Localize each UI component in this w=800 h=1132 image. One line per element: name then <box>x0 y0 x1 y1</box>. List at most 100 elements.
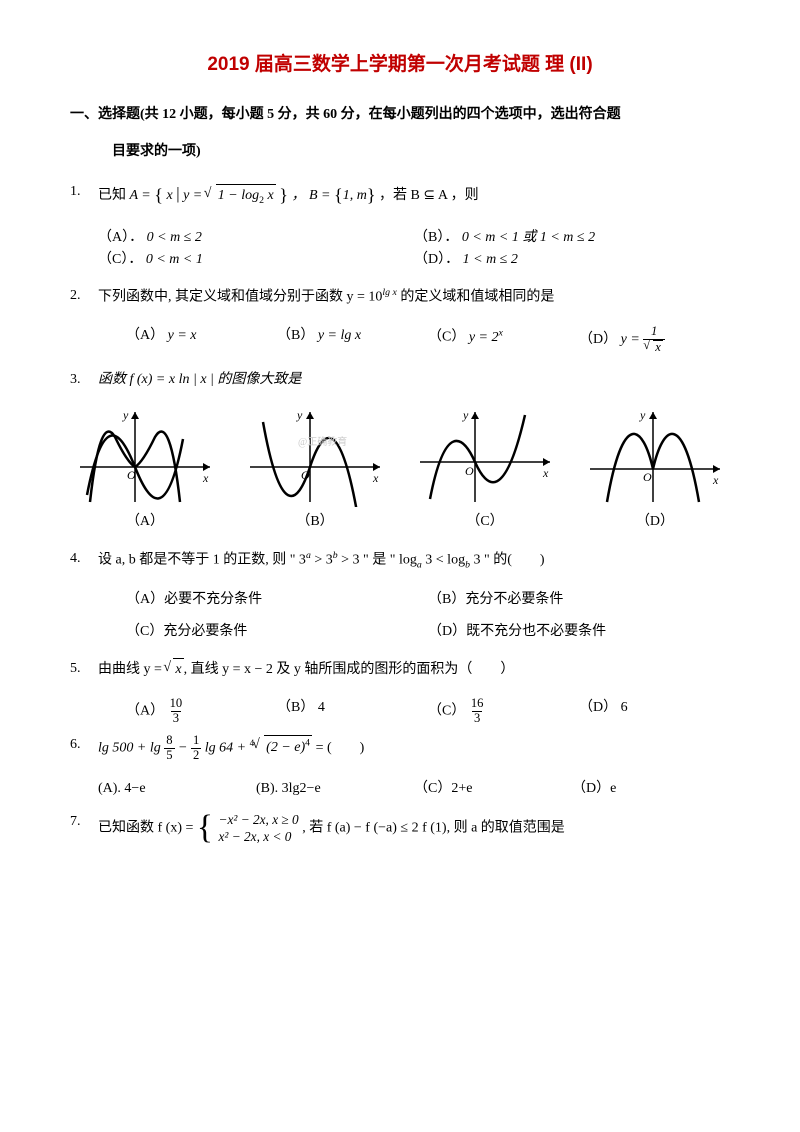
q5-pre: 由曲线 y = <box>98 662 165 677</box>
q1-sqrt-inner: 1 − log <box>218 188 259 203</box>
q2-optA-label: （A） <box>126 328 164 343</box>
q5-optB: 4 <box>318 700 325 715</box>
q1-tail: ，若 B ⊆ A ，则 <box>379 188 479 203</box>
graph-A: O x y <box>70 407 220 507</box>
q6-pre: lg 500 + lg <box>98 740 164 755</box>
q1-A: A = <box>130 188 155 203</box>
graph-B: O x y <box>240 407 390 507</box>
q6-f2d: 2 <box>191 748 201 763</box>
question-5: 5. 由曲线 y = x, 直线 y = x − 2 及 y 轴所围成的图形的面… <box>70 658 730 681</box>
q5-optA-den: 3 <box>171 711 181 726</box>
q6-f1n: 8 <box>164 734 174 748</box>
q4-mid2: > 3 " 是 " log <box>338 552 417 567</box>
watermark: @正确教育 <box>298 435 347 451</box>
q2-optD-label: （D） <box>579 332 617 347</box>
q2-number: 2. <box>70 285 98 307</box>
q6-tail: = ( ) <box>312 740 364 755</box>
q6-root-body: (2 − e) <box>266 740 305 755</box>
q1-optA: 0 < m ≤ 2 <box>147 230 202 245</box>
svg-text:y: y <box>462 408 469 422</box>
svg-text:y: y <box>639 408 646 422</box>
q6-options: (A). 4−e (B). 3lg2−e （C）2+e （D）e <box>70 778 730 800</box>
q2-optB-label: （B） <box>277 328 314 343</box>
q1-B-set: 1, m <box>343 188 367 203</box>
q5-optA-label: （A） <box>126 704 164 719</box>
q3-labels: （A） （B） （C） （D） <box>70 511 730 533</box>
q4-optB: （B）充分不必要条件 <box>428 589 730 611</box>
svg-text:y: y <box>296 408 303 422</box>
q1-stem-prefix: 已知 <box>98 188 130 203</box>
graph-D: O x y <box>580 407 730 507</box>
svg-text:x: x <box>712 473 719 487</box>
q7-pw2: x² − 2x, x < 0 <box>219 828 299 845</box>
q5-optC-num: 16 <box>469 697 486 711</box>
q2-optD-num: 1 <box>649 325 659 339</box>
page-title: 2019 届高三数学上学期第一次月考试题 理 (II) <box>70 50 730 80</box>
q6-mid2: lg 64 + <box>201 740 249 755</box>
q1-sqrt-tail: x <box>264 188 274 203</box>
q2-optC-label: （C） <box>428 330 465 345</box>
q6-optB: (B). 3lg2−e <box>256 778 414 800</box>
svg-text:x: x <box>202 471 209 485</box>
q6-mid1: − <box>175 740 191 755</box>
q5-optD-label: （D） <box>579 700 617 715</box>
q2-tail: 的定义域和值域相同的是 <box>397 290 555 305</box>
question-6: 6. lg 500 + lg 85 − 12 lg 64 + 4(2 − e)4… <box>70 734 730 763</box>
q2-optD-pre: y = <box>621 332 644 347</box>
svg-text:x: x <box>542 466 549 480</box>
q2-sup: lg x <box>382 287 396 298</box>
q3-graphs: @正确教育 O x y <box>70 407 730 507</box>
question-2: 2. 下列函数中, 其定义域和值域分别于函数 y = 10lg x 的定义域和值… <box>70 285 730 309</box>
q1-number: 1. <box>70 181 98 203</box>
q1-options: （A）． 0 < m ≤ 2 （B）． 0 < m < 1 或 1 < m ≤ … <box>70 227 730 272</box>
q5-optB-label: （B） <box>277 700 314 715</box>
q4-options: （A）必要不充分条件 （B）充分不必要条件 <box>70 589 730 611</box>
q3-labelB: （B） <box>240 511 390 533</box>
q5-optD: 6 <box>621 700 628 715</box>
q5-optA-num: 10 <box>168 697 185 711</box>
svg-text:y: y <box>122 408 129 422</box>
q1-optB: 0 < m < 1 或 1 < m ≤ 2 <box>462 230 595 245</box>
q2-optC-sup: x <box>499 327 503 338</box>
q5-number: 5. <box>70 658 98 680</box>
q3-labelC: （C） <box>410 511 560 533</box>
question-4: 4. 设 a, b 都是不等于 1 的正数, 则 " 3a > 3b > 3 "… <box>70 548 730 573</box>
section-line1: 一、选择题(共 12 小题，每小题 5 分，共 60 分，在每小题列出的四个选项… <box>70 104 730 126</box>
q1-set-y: y = <box>183 188 206 203</box>
q1-optB-label: （B）． <box>414 230 458 245</box>
q4-options2: （C）充分必要条件 （D）既不充分也不必要条件 <box>70 621 730 643</box>
q1-optA-label: （A）． <box>98 230 143 245</box>
q6-number: 6. <box>70 734 98 756</box>
q6-root-sup: 4 <box>305 738 310 749</box>
q7-number: 7. <box>70 811 98 833</box>
q5-sqrt: x <box>173 658 183 681</box>
q5-optC-den: 3 <box>472 711 482 726</box>
q3-labelD: （D） <box>580 511 730 533</box>
section-heading: 一、选择题(共 12 小题，每小题 5 分，共 60 分，在每小题列出的四个选项… <box>70 104 730 163</box>
q6-f2n: 1 <box>191 734 201 748</box>
q4-optA: （A）必要不充分条件 <box>126 589 428 611</box>
q1-set-x: x <box>166 188 172 203</box>
q6-f1d: 5 <box>164 748 174 763</box>
q2-optB: y = lg x <box>318 328 361 343</box>
q7-pw1: −x² − 2x, x ≥ 0 <box>219 811 299 828</box>
q1-optC-label: （C）． <box>98 252 142 267</box>
q4-mid3: 3 < log <box>422 552 465 567</box>
question-7: 7. 已知函数 f (x) = { −x² − 2x, x ≥ 0 x² − 2… <box>70 811 730 846</box>
q5-optC-label: （C） <box>428 704 465 719</box>
graph-C: O x y <box>410 407 560 507</box>
q2-options: （A） y = x （B） y = lg x （C） y = 2x （D） y … <box>70 325 730 355</box>
q5-mid: , 直线 y = x − 2 及 y 轴所围成的图形的面积为（ ） <box>184 662 515 677</box>
q2-optC: y = 2 <box>469 330 499 345</box>
q4-mid1: > 3 <box>311 552 333 567</box>
q2-optD-den: x <box>653 340 663 355</box>
section-line2: 目要求的一项) <box>70 141 730 163</box>
q4-tail: 3 " 的( ) <box>470 552 545 567</box>
question-3: 3. 函数 f (x) = x ln | x | 的图像大致是 <box>70 369 730 391</box>
q1-optC: 0 < m < 1 <box>146 252 203 267</box>
q3-labelA: （A） <box>70 511 220 533</box>
svg-text:O: O <box>643 470 652 484</box>
q2-stem: 下列函数中, 其定义域和值域分别于函数 y = 10 <box>98 290 382 305</box>
q6-optC: （C）2+e <box>414 778 572 800</box>
q7-tail: , 若 f (a) − f (−a) ≤ 2 f (1), 则 a 的取值范围是 <box>302 820 565 835</box>
